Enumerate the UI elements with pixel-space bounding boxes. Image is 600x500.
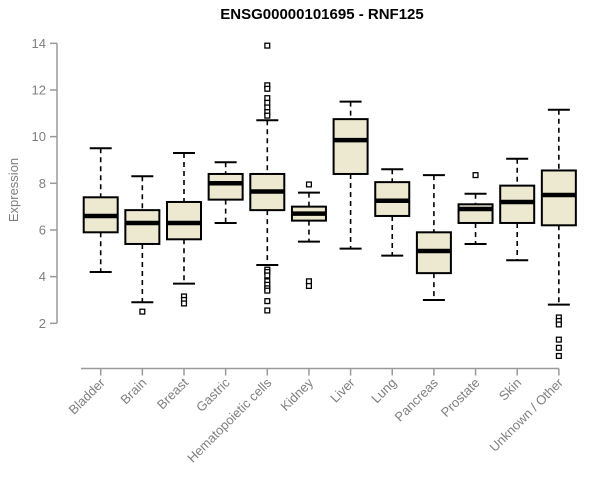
x-tick-label: Skin: [496, 375, 524, 403]
outlier-point: [305, 282, 312, 290]
box-group: [415, 174, 452, 301]
outlier-point: [555, 336, 562, 343]
box-group: [207, 161, 244, 224]
box-group: [249, 42, 286, 314]
y-tick-label: 10: [32, 129, 46, 144]
y-tick-label: 8: [39, 176, 46, 191]
iqr-box: [499, 184, 536, 224]
outlier-point: [264, 287, 271, 294]
box-group: [290, 181, 327, 290]
chart-title: ENSG00000101695 - RNF125: [220, 6, 424, 23]
outlier-point: [264, 307, 271, 314]
outlier-point: [264, 112, 271, 119]
outlier-point: [555, 344, 562, 351]
x-tick-label: Gastric: [193, 375, 233, 415]
iqr-box: [207, 172, 244, 201]
y-tick-label: 14: [32, 36, 46, 51]
y-tick-label: 2: [39, 316, 46, 331]
outlier-point: [555, 321, 562, 328]
outlier-point: [555, 352, 562, 360]
y-tick-label: 4: [39, 269, 46, 284]
x-tick-label: Unknown / Other: [486, 375, 566, 455]
outlier-point: [305, 181, 312, 188]
y-tick-label: 12: [32, 82, 46, 97]
iqr-box: [332, 118, 369, 175]
x-tick-label: Bladder: [66, 375, 109, 418]
x-tick-label: Prostate: [438, 375, 483, 420]
box-group: [332, 100, 369, 250]
iqr-box: [166, 200, 202, 241]
outlier-point: [264, 85, 271, 92]
x-tick-label: Pancreas: [392, 375, 442, 425]
outlier-point: [264, 272, 271, 279]
x-tick-label: Breast: [154, 375, 191, 412]
y-tick-label: 6: [39, 222, 46, 237]
box-group: [124, 175, 161, 315]
outlier-point: [139, 308, 146, 315]
box-group: [540, 108, 577, 360]
x-tick-label: Lung: [368, 375, 399, 406]
box-group: [499, 157, 536, 262]
box-group: [82, 147, 119, 273]
box-group: [374, 168, 411, 257]
iqr-box: [540, 169, 577, 227]
outlier-point: [180, 300, 188, 307]
x-tick-label: Kidney: [277, 375, 316, 414]
box-group: [166, 151, 202, 307]
outlier-point: [264, 42, 271, 49]
x-tick-label: Brain: [117, 375, 149, 407]
iqr-box: [124, 209, 161, 245]
box-group: [457, 172, 494, 245]
x-tick-label: Liver: [327, 375, 358, 406]
outlier-point: [264, 298, 271, 305]
outlier-point: [472, 172, 479, 179]
